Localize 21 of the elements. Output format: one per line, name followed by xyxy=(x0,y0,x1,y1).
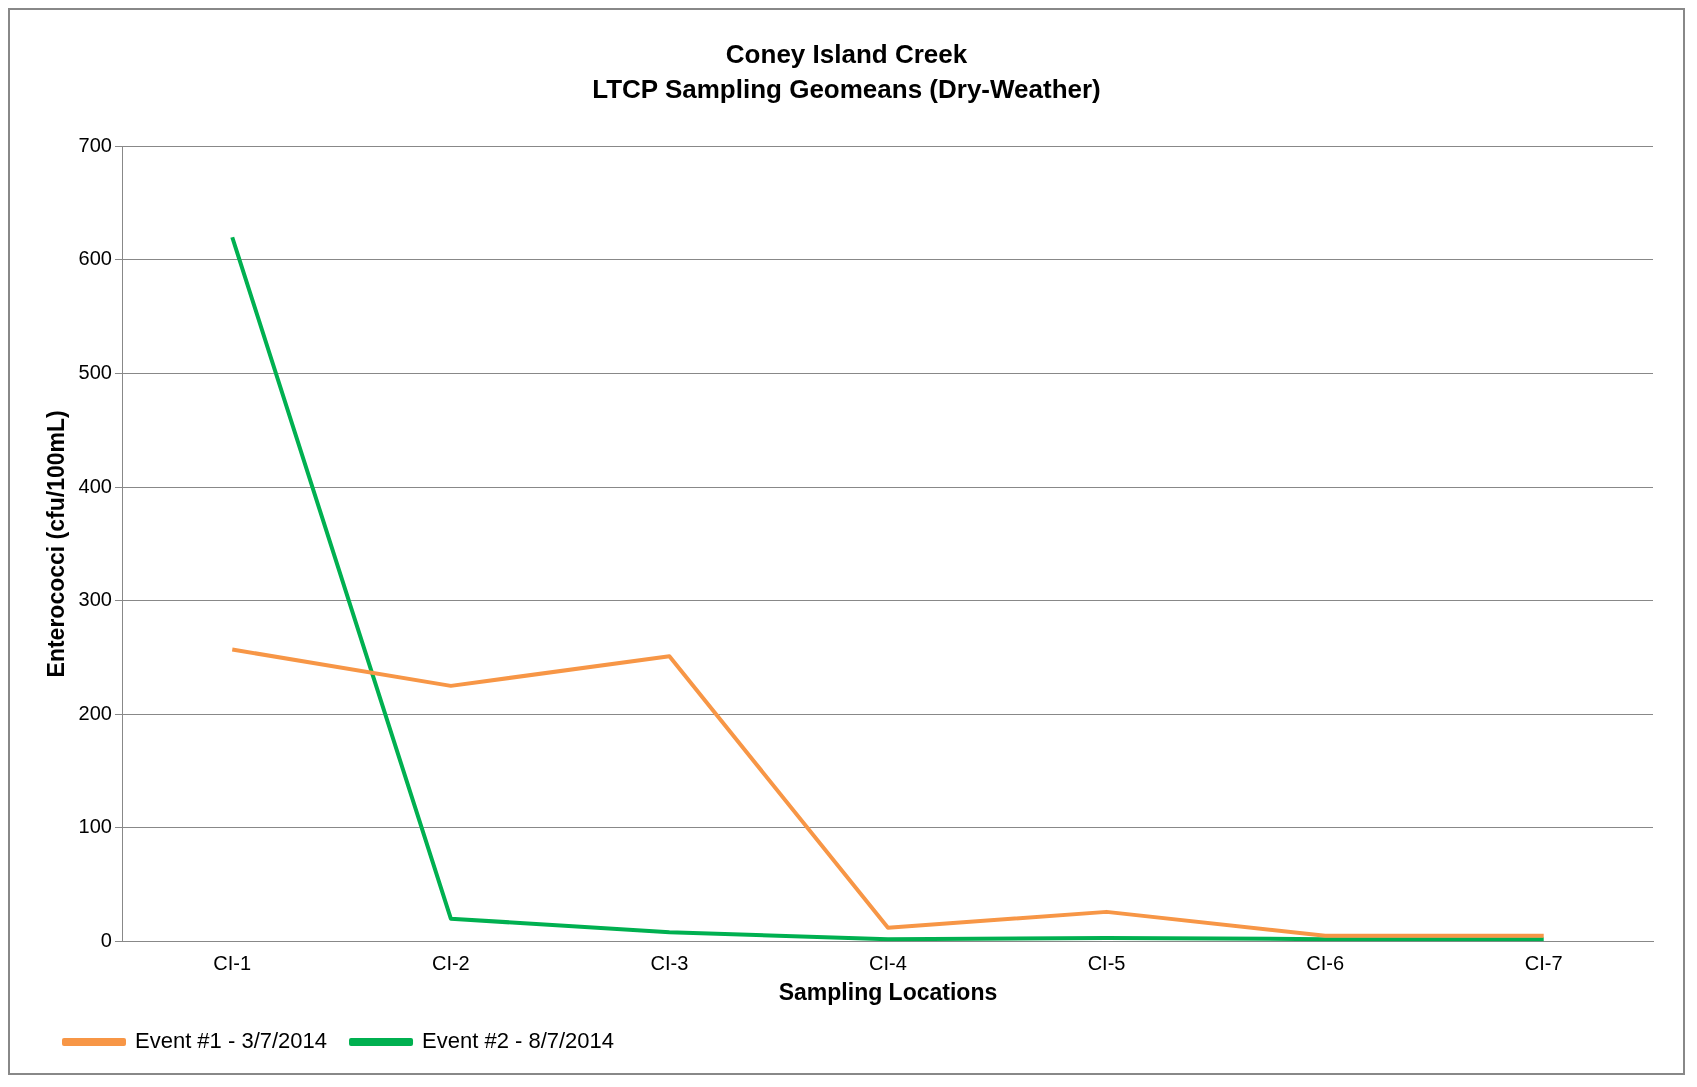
x-tick-label: CI-7 xyxy=(1524,951,1563,974)
y-tick-label: 500 xyxy=(78,361,112,384)
y-tick-label: 200 xyxy=(78,701,112,724)
y-tick-label: 300 xyxy=(78,588,112,611)
x-tick-label: CI-6 xyxy=(1306,951,1345,974)
x-tick-label: CI-2 xyxy=(431,951,470,974)
legend-label: Event #1 - 3/7/2014 xyxy=(135,1028,328,1054)
y-tick-label: 700 xyxy=(78,133,112,156)
y-tick-label: 0 xyxy=(100,928,112,951)
y-tick-label: 600 xyxy=(78,247,112,270)
x-tick-label: CI-3 xyxy=(650,951,689,974)
x-tick-label: CI-1 xyxy=(213,951,252,974)
y-tick-label: 400 xyxy=(78,474,112,497)
x-tick-label: CI-4 xyxy=(869,951,907,974)
x-tick-label: CI-5 xyxy=(1087,951,1126,974)
x-axis-title: Sampling Locations xyxy=(778,978,998,1005)
y-tick-label: 100 xyxy=(78,815,112,838)
y-axis-title: Enterococci (cfu/100mL) xyxy=(43,410,70,678)
chart-subtitle: LTCP Sampling Geomeans (Dry-Weather) xyxy=(592,73,1101,104)
chart-title: Coney Island Creek xyxy=(725,38,968,69)
legend-label: Event #2 - 8/7/2014 xyxy=(422,1028,615,1054)
